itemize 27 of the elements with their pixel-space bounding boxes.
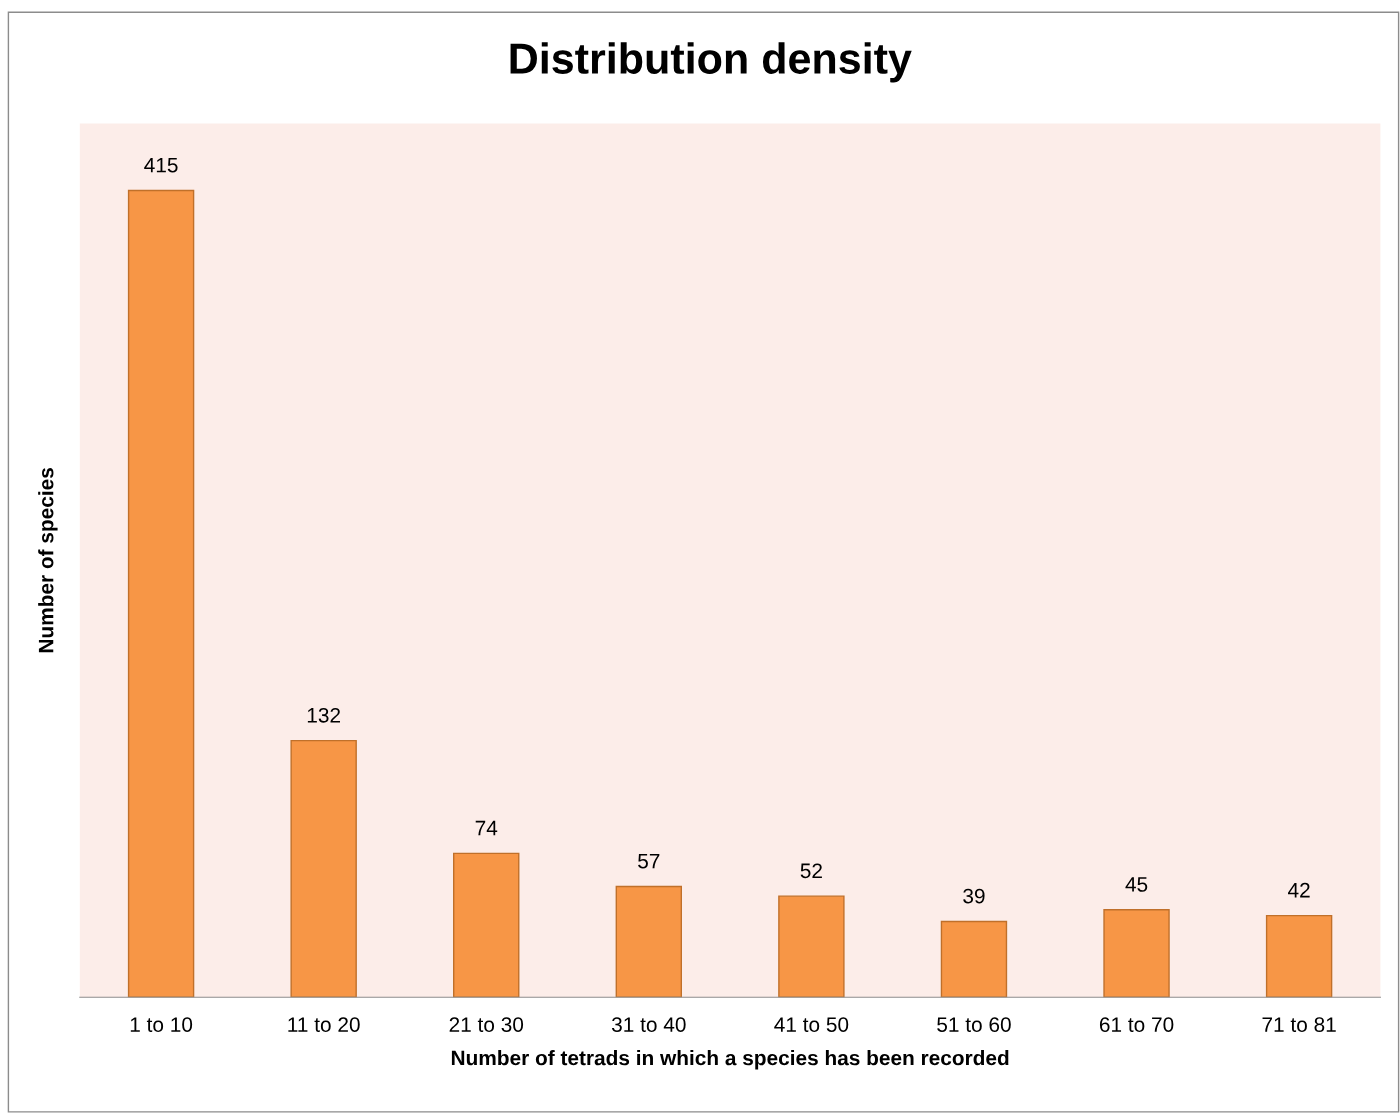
x-tick-label: 61 to 70 (1099, 1017, 1174, 1032)
data-label: 415 (144, 157, 178, 173)
chart-title: Distribution density (510, 42, 912, 83)
bar (127, 189, 195, 998)
data-label: 52 (800, 863, 822, 879)
x-axis-title: Number of tetrads in which a species has been recorded (451, 1050, 1009, 1070)
x-tick-label: 11 to 20 (288, 1017, 360, 1032)
bar (1265, 914, 1333, 998)
x-tick-label: 31 to 40 (611, 1017, 686, 1032)
data-label: 39 (963, 888, 985, 904)
bar (1103, 909, 1170, 998)
x-tick-label: 41 to 50 (774, 1017, 849, 1032)
data-label: 42 (1288, 882, 1310, 898)
bar (290, 739, 357, 998)
data-label: 132 (307, 707, 340, 723)
data-label: 45 (1125, 877, 1148, 892)
y-axis-title: Number of species (38, 468, 58, 653)
bar (453, 852, 520, 998)
x-tick-label: 51 to 60 (937, 1017, 1011, 1032)
bar (778, 895, 845, 998)
bar (940, 920, 1008, 998)
x-tick-label: 21 to 30 (449, 1017, 524, 1032)
data-label: 74 (475, 820, 498, 836)
x-tick-label: 71 to 81 (1262, 1017, 1336, 1032)
data-label: 57 (638, 853, 660, 869)
x-tick-label: 1 to 10 (130, 1017, 193, 1032)
bar (615, 885, 683, 998)
